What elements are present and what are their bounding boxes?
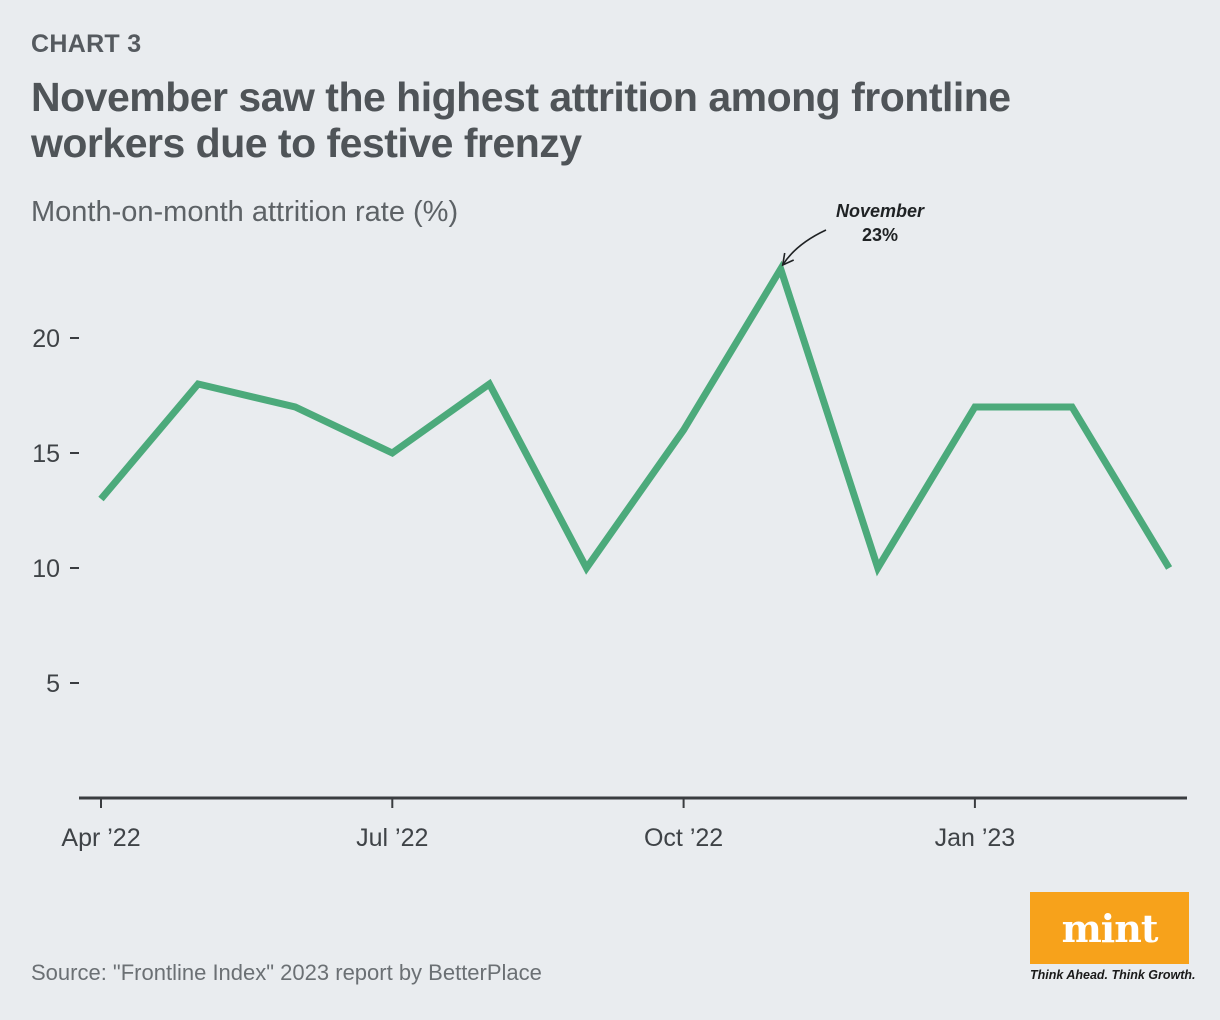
- y-tick-label: 10: [32, 555, 60, 583]
- x-tick-label: Oct ’22: [644, 824, 723, 852]
- y-tick-label: 5: [46, 670, 60, 698]
- source-note: Source: "Frontline Index" 2023 report by…: [31, 960, 542, 985]
- annotation-arrow: [782, 229, 827, 266]
- mint-logo: mint: [1030, 892, 1189, 964]
- annotation-layer: November 23%: [781, 201, 925, 267]
- chart-kicker: CHART 3: [31, 30, 142, 58]
- chart-subtitle: Month-on-month attrition rate (%): [31, 196, 459, 228]
- y-tick-label: 15: [32, 440, 60, 468]
- x-tick-label: Apr ’22: [61, 824, 140, 852]
- y-axis: 5 10 15 20: [32, 325, 79, 698]
- series-layer: [98, 260, 1173, 577]
- x-axis: Apr ’22 Jul ’22 Oct ’22 Jan ’23: [61, 796, 1187, 852]
- y-tick-label: 20: [32, 325, 60, 353]
- annotation-value: 23%: [862, 225, 898, 245]
- logo-tagline: Think Ahead. Think Growth.: [1030, 968, 1196, 982]
- chart-title: November saw the highest attrition among…: [31, 74, 1011, 166]
- annotation-arrowhead: [781, 252, 795, 267]
- series-line: [98, 260, 1173, 577]
- annotation-label: November: [836, 201, 925, 221]
- x-tick-label: Jan ’23: [935, 824, 1016, 852]
- x-tick-label: Jul ’22: [356, 824, 428, 852]
- logo-text: mint: [1061, 905, 1159, 951]
